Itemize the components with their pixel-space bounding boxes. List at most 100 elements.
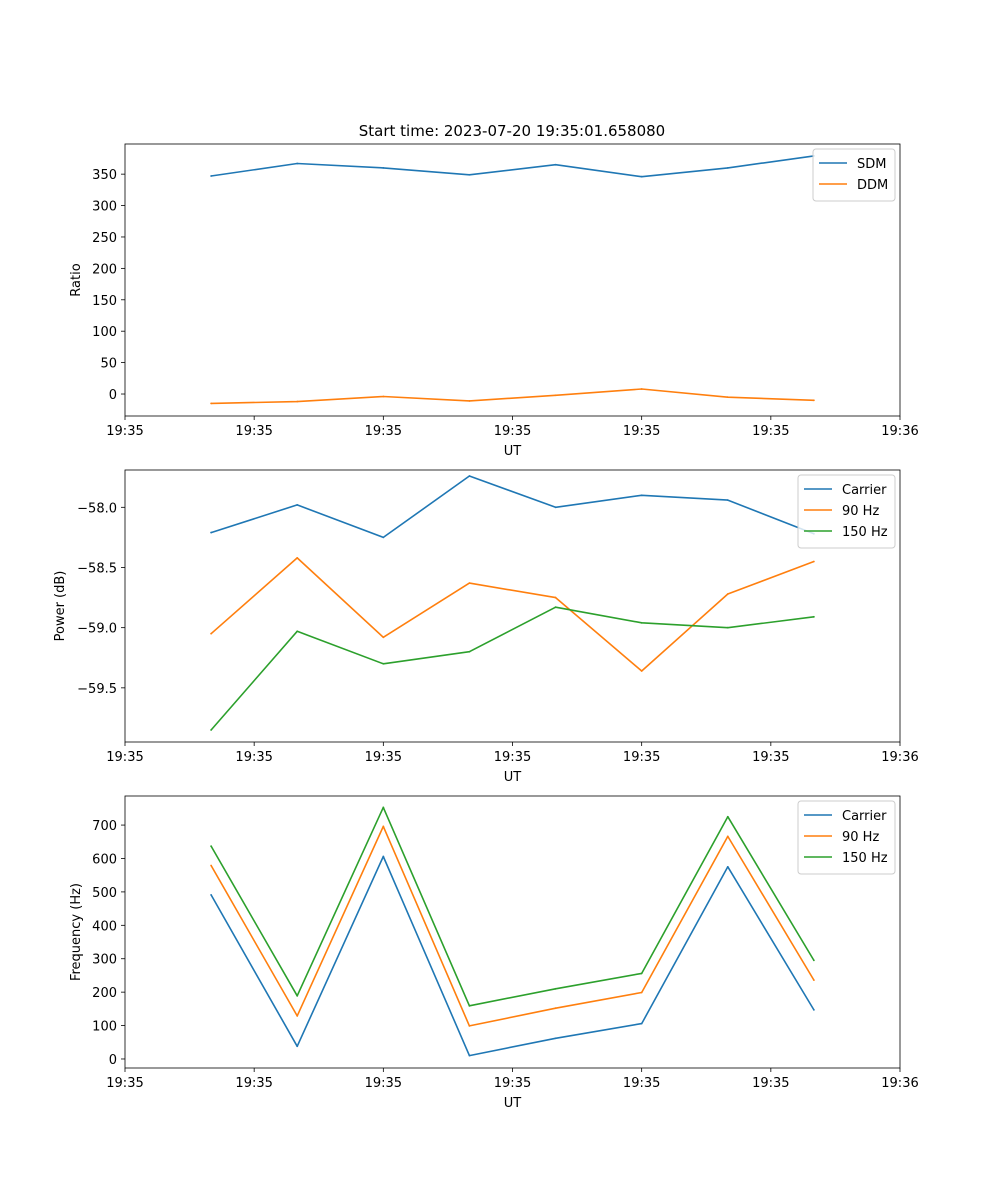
data-point bbox=[382, 636, 385, 639]
y-tick-label: 100 bbox=[92, 325, 117, 340]
chart-panel-1: 19:35 19:35 19:35 19:35 19:35 19:35 19:36 0 50 10… bbox=[69, 143, 919, 459]
legend-label: SDM bbox=[857, 157, 886, 172]
data-point bbox=[382, 536, 385, 539]
data-point bbox=[554, 506, 557, 509]
figure-title: Start time: 2023-07-20 19:35:01.658080 bbox=[359, 122, 665, 140]
data-point bbox=[210, 531, 213, 534]
legend-label: Carrier bbox=[842, 809, 887, 824]
legend: Carrier 90 Hz 150 Hz bbox=[797, 474, 896, 549]
data-point bbox=[296, 556, 299, 559]
legend-label: Carrier bbox=[842, 483, 887, 498]
data-point bbox=[640, 972, 643, 975]
data-point bbox=[640, 621, 643, 624]
data-point bbox=[812, 1008, 815, 1011]
data-point bbox=[640, 175, 643, 178]
series-line-90-hz bbox=[210, 825, 815, 1027]
data-point bbox=[726, 865, 729, 868]
y-tick-label: 500 bbox=[92, 886, 117, 901]
x-tick-label: 19:35 bbox=[365, 424, 402, 439]
data-point bbox=[296, 162, 299, 165]
y-tick-label: 200 bbox=[92, 986, 117, 1001]
legend-label: DDM bbox=[857, 178, 888, 193]
y-axis-label: Frequency (Hz) bbox=[69, 883, 84, 981]
data-point bbox=[210, 402, 213, 405]
chart-panel-2: 19:35 19:35 19:35 19:35 19:35 19:35 19:36 −58.0… bbox=[53, 469, 919, 785]
y-axis-label: Power (dB) bbox=[53, 571, 68, 642]
data-point bbox=[468, 400, 471, 402]
data-point bbox=[382, 395, 385, 398]
data-point bbox=[640, 494, 643, 497]
data-point bbox=[210, 632, 213, 635]
data-point bbox=[554, 987, 557, 990]
x-tick-label: 19:35 bbox=[623, 750, 660, 765]
data-point bbox=[726, 166, 729, 169]
x-tick-label: 19:35 bbox=[365, 1076, 402, 1091]
series-line-150-hz bbox=[210, 606, 815, 731]
legend-label: 150 Hz bbox=[842, 525, 888, 540]
x-tick-label: 19:35 bbox=[365, 750, 402, 765]
data-point bbox=[382, 806, 385, 809]
x-tick-label: 19:35 bbox=[623, 424, 660, 439]
y-tick-label: 200 bbox=[92, 262, 117, 277]
y-tick-label: −58.5 bbox=[77, 561, 117, 576]
y-tick-label: 150 bbox=[92, 294, 117, 309]
legend-label: 150 Hz bbox=[842, 851, 888, 866]
data-point bbox=[382, 825, 385, 828]
data-point bbox=[812, 959, 815, 962]
legend-label: 90 Hz bbox=[842, 830, 879, 845]
legend: SDM DDM bbox=[812, 148, 896, 202]
y-tick-label: 300 bbox=[92, 200, 117, 215]
x-tick-label: 19:36 bbox=[881, 424, 918, 439]
data-point bbox=[382, 662, 385, 665]
axes-frame bbox=[124, 143, 901, 417]
series-line-sdm bbox=[210, 155, 815, 178]
data-point bbox=[296, 504, 299, 506]
data-point bbox=[726, 593, 729, 595]
y-tick-label: 400 bbox=[92, 919, 117, 934]
data-point bbox=[726, 626, 729, 629]
data-point bbox=[210, 175, 213, 177]
legend: Carrier 90 Hz 150 Hz bbox=[797, 800, 896, 875]
x-tick-label: 19:36 bbox=[881, 750, 918, 765]
y-tick-label: −59.0 bbox=[77, 622, 117, 637]
x-tick-label: 19:35 bbox=[106, 424, 143, 439]
data-point bbox=[296, 1014, 299, 1017]
y-axis-label: Ratio bbox=[69, 263, 84, 296]
data-point bbox=[812, 979, 815, 982]
legend-box bbox=[797, 800, 896, 875]
x-tick-label: 19:35 bbox=[235, 1076, 272, 1091]
data-point bbox=[554, 1037, 557, 1040]
data-point bbox=[382, 855, 385, 858]
data-point bbox=[210, 894, 213, 896]
data-point bbox=[468, 173, 471, 176]
data-point bbox=[468, 1054, 471, 1057]
y-tick-label: 0 bbox=[109, 1053, 117, 1068]
y-tick-label: 50 bbox=[100, 357, 117, 372]
series-line-ddm bbox=[211, 388, 814, 405]
y-tick-label: 250 bbox=[92, 231, 117, 246]
data-point bbox=[210, 729, 213, 731]
data-point bbox=[640, 1022, 643, 1025]
data-point bbox=[640, 670, 643, 672]
data-point bbox=[812, 560, 815, 563]
data-point bbox=[468, 582, 471, 585]
x-tick-label: 19:35 bbox=[494, 750, 531, 765]
x-tick-label: 19:36 bbox=[881, 1076, 918, 1091]
y-tick-label: 0 bbox=[109, 388, 117, 403]
x-axis-label: UT bbox=[504, 1096, 522, 1111]
y-tick-label: 350 bbox=[92, 168, 117, 183]
data-point bbox=[640, 991, 643, 994]
data-point bbox=[210, 864, 213, 867]
data-point bbox=[726, 815, 729, 818]
data-point bbox=[468, 1004, 471, 1007]
y-tick-label: 600 bbox=[92, 852, 117, 867]
data-point bbox=[554, 596, 557, 599]
data-point bbox=[296, 630, 299, 633]
data-point bbox=[296, 1045, 299, 1048]
x-tick-label: 19:35 bbox=[494, 424, 531, 439]
x-tick-label: 19:35 bbox=[235, 750, 272, 765]
chart-panel-3: 19:35 19:35 19:35 19:35 19:35 19:35 19:36 0 100 2… bbox=[69, 795, 919, 1111]
data-point bbox=[296, 400, 299, 403]
x-tick-label: 19:35 bbox=[752, 424, 789, 439]
